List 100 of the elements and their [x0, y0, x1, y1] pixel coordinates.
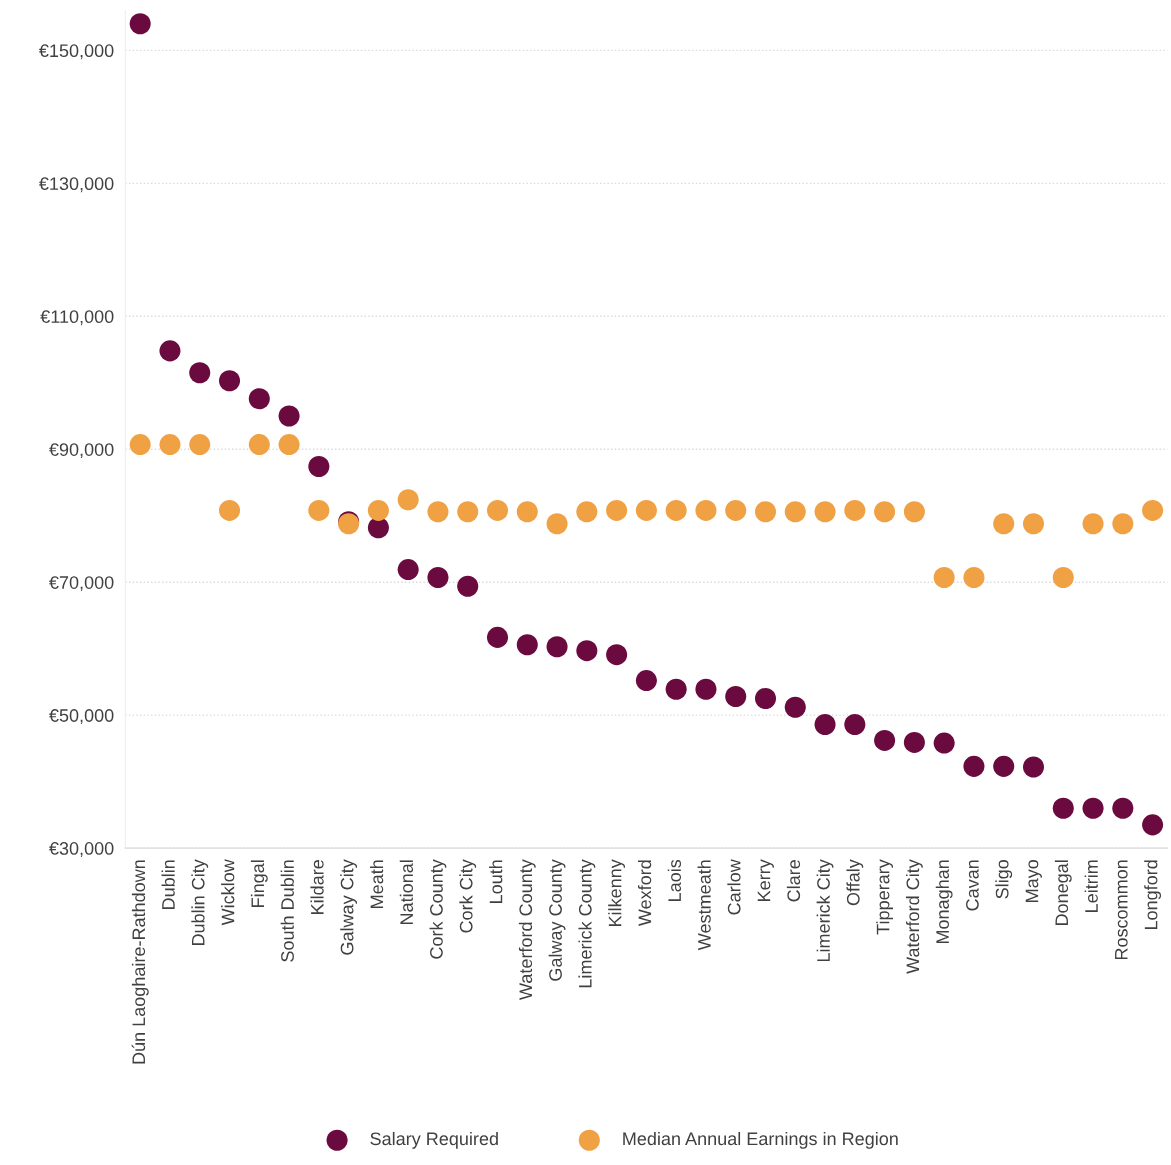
x-tick-label: Laois [667, 859, 682, 901]
x-tick-label: Dún Laoghaire-Rathdown [131, 860, 149, 1064]
x-tick-label: Offaly [846, 859, 864, 906]
point [814, 501, 836, 523]
point [129, 13, 151, 35]
point [248, 388, 270, 410]
point [665, 678, 687, 700]
x-tick-label: Monaghan [935, 860, 953, 944]
x-tick-label: Louth [489, 860, 503, 903]
point [546, 513, 568, 535]
x-tick-label: Fingal [250, 860, 268, 907]
point [1022, 513, 1045, 535]
point [457, 575, 479, 597]
point [635, 499, 657, 521]
point [189, 362, 211, 384]
point [844, 713, 866, 735]
point [218, 370, 241, 392]
x-tick-label: Clare [786, 860, 801, 902]
x-tick-label: Wicklow [221, 859, 235, 926]
point [814, 713, 836, 735]
point [695, 499, 717, 521]
point [1052, 797, 1074, 819]
point [993, 513, 1015, 535]
point [278, 434, 300, 456]
point [606, 499, 628, 521]
point [1052, 567, 1074, 589]
point [457, 501, 479, 523]
point [397, 489, 419, 511]
point [754, 688, 777, 710]
point [725, 499, 747, 521]
x-tick-label: Waterford County [518, 859, 536, 1000]
y-tick-label: €90,000 [49, 443, 114, 459]
x-tick-label: Leitrim [1084, 860, 1098, 912]
x-tick-label: Longford [1144, 860, 1162, 930]
point [754, 501, 777, 523]
point [278, 405, 300, 427]
point [1142, 499, 1164, 521]
point [784, 696, 806, 718]
point [933, 732, 955, 754]
y-tick-label: €110,000 [40, 310, 114, 326]
point [993, 755, 1015, 777]
point [308, 499, 330, 521]
point [367, 517, 389, 539]
point [427, 501, 449, 523]
x-tick-label: Donegal [1054, 860, 1072, 925]
y-tick-label: €30,000 [49, 842, 114, 857]
point [486, 626, 509, 648]
point [576, 501, 598, 523]
x-tick-label: Waterford City [905, 859, 923, 974]
y-tick-label: €150,000 [39, 44, 114, 60]
point [933, 567, 955, 589]
x-tick-label: Meath [369, 860, 384, 908]
point [844, 499, 866, 521]
x-tick-label: Kilkenny [608, 859, 626, 926]
y-tick-label: €70,000 [49, 576, 114, 592]
point [218, 499, 241, 521]
point [189, 434, 211, 456]
y-tick-label: €130,000 [39, 177, 114, 193]
point [576, 640, 598, 662]
point [665, 499, 687, 521]
point [1142, 814, 1164, 836]
x-tick-label: Cork City [459, 859, 477, 933]
point [248, 434, 270, 456]
point [903, 501, 925, 523]
point [129, 434, 151, 456]
x-tick-label: Kerry [757, 859, 774, 901]
point [1022, 756, 1045, 778]
x-tick-label: Mayo [1025, 859, 1042, 902]
point [606, 644, 628, 666]
x-tick-label: Tipperary [876, 859, 894, 935]
point [516, 634, 538, 656]
point [635, 670, 657, 692]
point [308, 456, 330, 478]
point [695, 678, 717, 700]
x-tick-label: National [399, 860, 414, 924]
point [963, 567, 985, 589]
x-tick-label: Kildare [310, 860, 324, 914]
x-tick-label: Sligo [995, 859, 1013, 899]
y-tick-label: €50,000 [49, 709, 114, 725]
x-tick-label: Limerick County [578, 859, 596, 988]
point [1082, 797, 1104, 819]
point [1112, 513, 1134, 535]
point [1082, 513, 1104, 535]
point [546, 636, 568, 658]
point [486, 499, 509, 521]
point [784, 501, 806, 523]
point [159, 340, 181, 362]
point [367, 499, 389, 521]
point [1112, 797, 1134, 819]
x-tick-label: Carlow [727, 859, 741, 915]
legend-label: Median Annual Earnings in Region [623, 1131, 898, 1149]
x-tick-label: Cork County [429, 859, 447, 959]
x-tick-label: Roscommon [1115, 860, 1128, 960]
x-tick-label: Wexford [637, 860, 652, 927]
x-tick-label: South Dublin [280, 860, 294, 962]
point [874, 501, 896, 523]
point [725, 686, 747, 708]
point [159, 434, 181, 456]
x-tick-label: Galway County [548, 859, 566, 981]
x-tick-label: Galway City [340, 859, 358, 955]
